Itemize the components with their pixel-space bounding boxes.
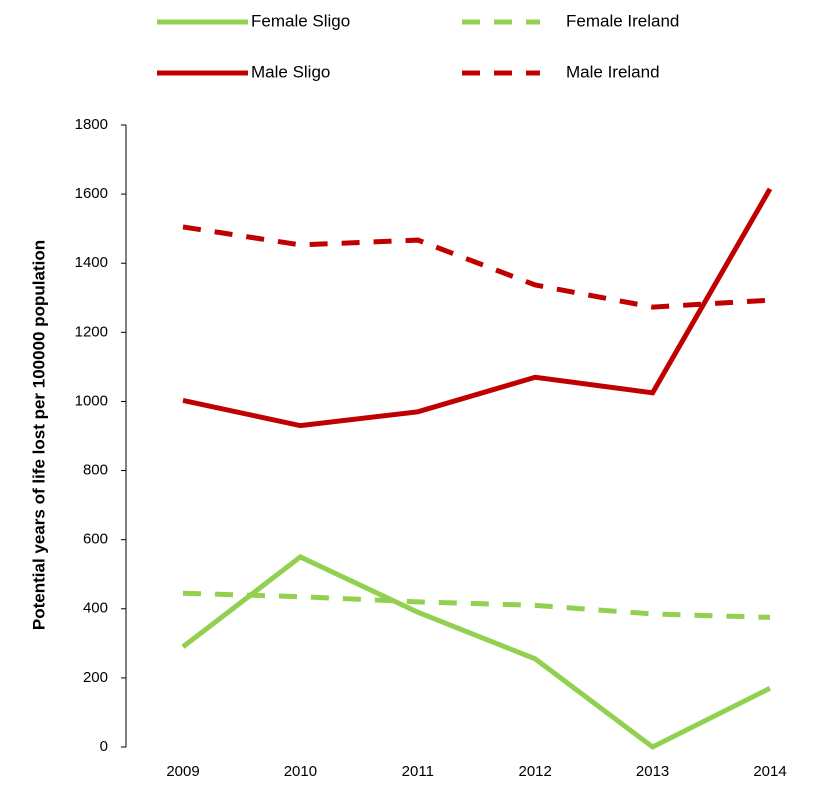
x-tick-label: 2012 [519,763,552,780]
y-tick-label: 400 [83,600,108,617]
y-tick-label: 800 [83,462,108,479]
series-line [182,187,773,429]
x-tick-label: 2009 [166,763,199,780]
series-line [181,554,772,750]
x-tick-label: 2014 [753,763,786,780]
x-tick-label: 2013 [636,763,669,780]
legend-label: Female Ireland [566,11,679,30]
y-tick-label: 1000 [75,392,108,409]
y-tick-label: 600 [83,531,108,548]
legend-label: Female Sligo [251,11,350,30]
y-axis-label: Potential years of life lost per 100000 … [29,240,48,630]
y-tick-label: 200 [83,669,108,686]
y-tick-label: 1200 [75,323,108,340]
y-tick-label: 1800 [75,116,108,133]
x-tick-label: 2011 [402,763,434,780]
legend-label: Male Ireland [566,62,660,81]
x-tick-label: 2010 [284,763,317,780]
y-tick-label: 1400 [75,254,108,271]
y-tick-label: 0 [100,738,108,755]
y-tick-label: 1600 [75,185,108,202]
series-line [182,224,771,310]
series-line [182,590,771,620]
legend-label: Male Sligo [251,62,330,81]
